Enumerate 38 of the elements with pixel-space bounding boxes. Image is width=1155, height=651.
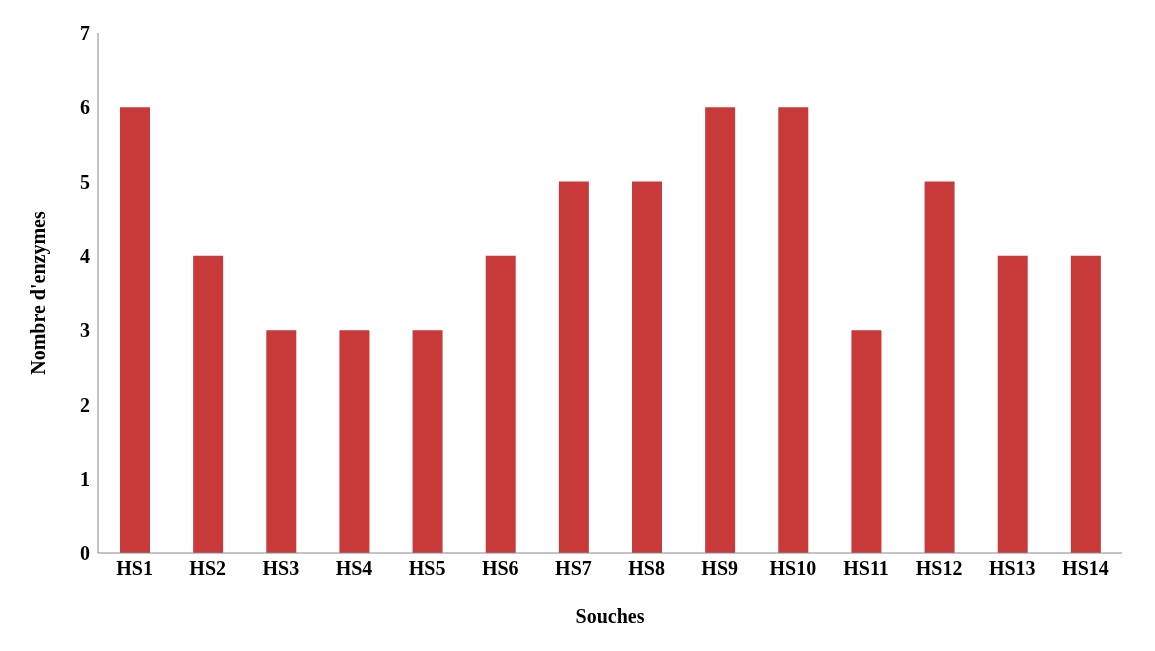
x-tick-label: HS5 <box>408 557 446 580</box>
y-tick-label: 2 <box>80 393 90 416</box>
x-tick-label: HS13 <box>988 557 1036 580</box>
bar <box>339 330 370 553</box>
bar <box>778 107 809 553</box>
x-tick-label: HS9 <box>701 557 739 580</box>
bar <box>851 330 882 553</box>
x-tick-label: HS12 <box>915 557 963 580</box>
bar <box>1070 255 1101 553</box>
y-tick-label: 6 <box>80 96 90 119</box>
y-tick-label: 7 <box>80 22 90 45</box>
bar <box>924 181 955 553</box>
x-tick-label: HS7 <box>555 557 592 580</box>
x-tick-label: HS11 <box>843 557 889 580</box>
bar <box>266 330 297 553</box>
y-axis-title: Nombre d'enzymes <box>27 211 51 375</box>
x-tick-label: HS8 <box>628 557 665 580</box>
y-tick-label: 3 <box>80 319 90 342</box>
bar <box>412 330 443 553</box>
x-tick-label: HS10 <box>769 557 817 580</box>
bar <box>632 181 662 553</box>
bar <box>485 255 516 553</box>
x-tick-label: HS2 <box>189 557 227 580</box>
x-tick-label: HS3 <box>262 557 300 580</box>
bar <box>120 107 150 553</box>
bar <box>997 255 1028 553</box>
x-tick-label: HS14 <box>1062 557 1109 580</box>
x-axis-title: Souches <box>575 605 645 627</box>
x-tick-label: HS4 <box>335 557 373 580</box>
bar <box>705 107 736 553</box>
x-tick-label: HS6 <box>481 557 519 580</box>
y-tick-label: 4 <box>80 244 90 267</box>
bar <box>558 181 589 553</box>
y-tick-label: 1 <box>80 467 90 490</box>
y-tick-label: 0 <box>80 542 90 565</box>
x-tick-label: HS1 <box>116 557 153 580</box>
bar <box>193 255 224 553</box>
y-tick-label: 5 <box>80 170 90 193</box>
